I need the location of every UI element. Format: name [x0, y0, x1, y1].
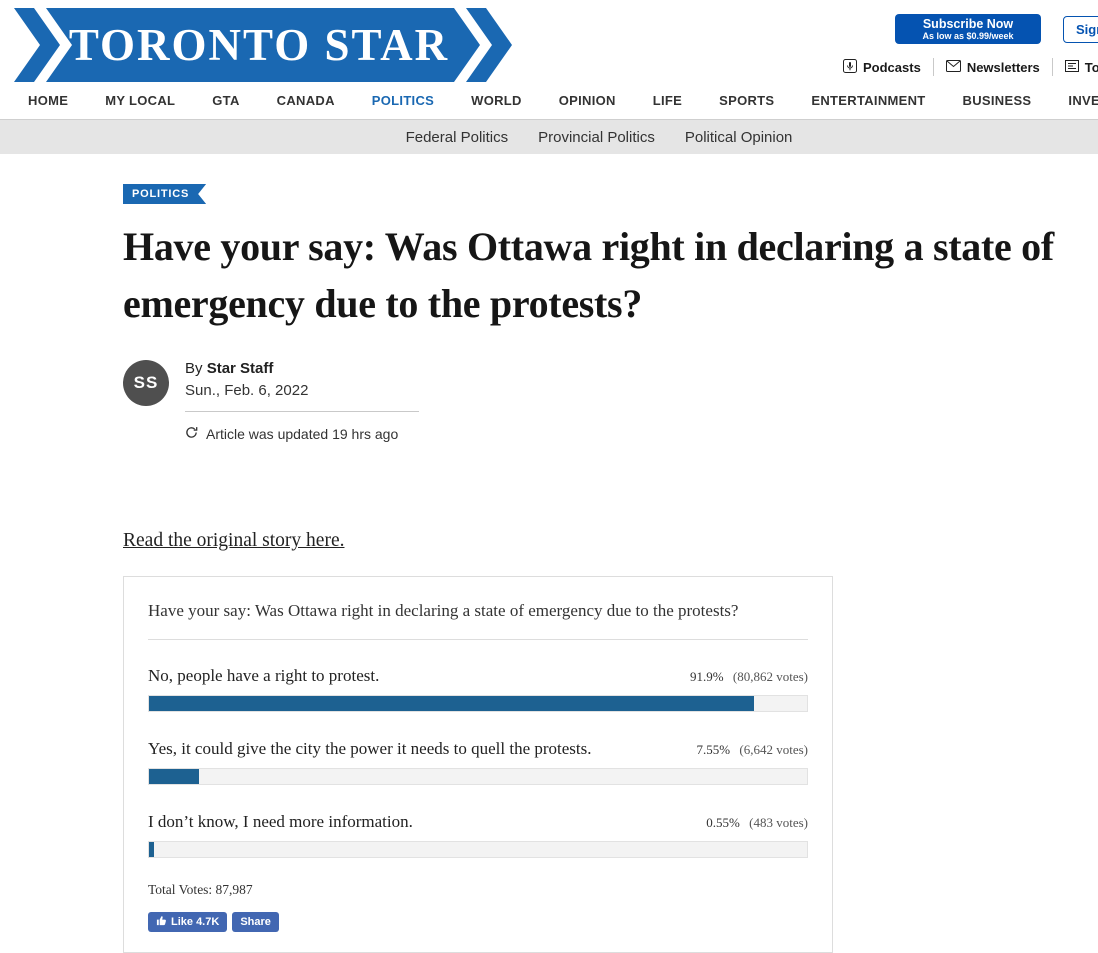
poll-option-label: Yes, it could give the city the power it…	[148, 739, 592, 758]
poll-bar-fill	[149, 696, 754, 711]
author-avatar: SS	[123, 360, 169, 406]
article-main: POLITICS Have your say: Was Ottawa right…	[0, 154, 1098, 953]
podcasts-label: Podcasts	[863, 59, 921, 75]
poll-option-pct: 91.9%	[690, 669, 724, 684]
page-title: Have your say: Was Ottawa right in decla…	[123, 224, 1054, 326]
subscribe-title: Subscribe Now	[922, 17, 1014, 31]
poll-divider	[148, 639, 808, 640]
politics-subnav: Federal Politics Provincial Politics Pol…	[0, 120, 1098, 154]
poll-widget: Have your say: Was Ottawa right in decla…	[123, 576, 833, 953]
poll-option: Yes, it could give the city the power it…	[148, 739, 808, 785]
poll-option-votes: (6,642 votes)	[739, 742, 808, 757]
podcast-icon	[843, 58, 857, 76]
nav-item-investigations[interactable]: INVESTIGATIONS	[1068, 93, 1098, 108]
poll-total-votes: Total Votes: 87,987	[148, 882, 253, 897]
subnav-item-political-opinion[interactable]: Political Opinion	[684, 128, 793, 146]
nav-item-my-local[interactable]: MY LOCAL	[105, 93, 176, 108]
envelope-icon	[945, 59, 961, 75]
facebook-share-button[interactable]: Share	[232, 912, 279, 932]
todays-paper-link[interactable]: Today's Paper	[1064, 59, 1098, 75]
byline-text: By Star Staff Sun., Feb. 6, 2022	[185, 360, 419, 412]
poll-bar-fill	[149, 842, 154, 857]
byline: SS By Star Staff Sun., Feb. 6, 2022	[123, 360, 1098, 412]
poll-question: Have your say: Was Ottawa right in decla…	[148, 601, 739, 620]
nav-item-home[interactable]: HOME	[28, 93, 69, 108]
facebook-like-label: Like 4.7K	[171, 916, 220, 928]
nav-item-business[interactable]: BUSINESS	[962, 93, 1032, 108]
nav-item-life[interactable]: LIFE	[652, 93, 683, 108]
subscribe-subtitle: As low as $0.99/week	[922, 31, 1014, 41]
nav-item-sports[interactable]: SPORTS	[719, 93, 775, 108]
poll-option-label: No, people have a right to protest.	[148, 666, 380, 685]
podcasts-link[interactable]: Podcasts	[843, 58, 921, 76]
main-nav: HOME MY LOCAL GTA CANADA POLITICS WORLD …	[0, 82, 1098, 120]
poll-option-pct: 7.55%	[696, 742, 731, 757]
poll-option-votes: (483 votes)	[749, 815, 808, 830]
updated-row: Article was updated 19 hrs ago	[185, 426, 1098, 442]
separator	[1051, 58, 1053, 76]
category-badge[interactable]: POLITICS	[123, 184, 206, 204]
poll-option: I don’t know, I need more information. 0…	[148, 812, 808, 858]
poll-option-stats: 0.55% (483 votes)	[706, 815, 808, 831]
nav-item-politics[interactable]: POLITICS	[371, 93, 435, 108]
utility-nav: Podcasts Newsletters Today's Paper	[843, 56, 1098, 78]
nav-item-world[interactable]: WORLD	[471, 93, 522, 108]
site-header: TORONTO STAR Subscribe Now As low as $0.…	[0, 0, 1098, 82]
sign-in-button[interactable]: Sign In	[1063, 16, 1098, 43]
logo-text: TORONTO STAR	[68, 20, 450, 70]
refresh-icon	[185, 426, 198, 442]
poll-bar-track	[148, 768, 808, 785]
facebook-buttons: Like 4.7K Share	[148, 912, 808, 932]
poll-option-stats: 91.9% (80,862 votes)	[690, 669, 808, 685]
poll-bar-track	[148, 841, 808, 858]
original-story-link[interactable]: Read the original story here.	[123, 530, 345, 551]
author-name: Star Staff	[206, 360, 274, 377]
article-date: Sun., Feb. 6, 2022	[185, 382, 309, 399]
poll-option-stats: 7.55% (6,642 votes)	[697, 742, 808, 758]
byline-prefix: By	[185, 360, 203, 377]
nav-item-opinion[interactable]: OPINION	[558, 93, 616, 108]
poll-option-pct: 0.55%	[706, 815, 740, 830]
nav-item-entertainment[interactable]: ENTERTAINMENT	[811, 93, 926, 108]
nav-item-canada[interactable]: CANADA	[276, 93, 335, 108]
todays-paper-label: Today's Paper	[1084, 59, 1098, 75]
facebook-like-button[interactable]: Like 4.7K	[148, 912, 228, 932]
separator	[932, 58, 934, 76]
newsletters-label: Newsletters	[966, 59, 1040, 75]
poll-bar-track	[148, 695, 808, 712]
newsletters-link[interactable]: Newsletters	[945, 59, 1040, 75]
masthead-logo[interactable]: TORONTO STAR	[8, 8, 520, 82]
poll-option: No, people have a right to protest. 91.9…	[148, 666, 808, 712]
poll-option-votes: (80,862 votes)	[732, 669, 808, 684]
updated-text: Article was updated 19 hrs ago	[206, 426, 399, 442]
poll-bar-fill	[149, 769, 199, 784]
poll-option-label: I don’t know, I need more information.	[148, 812, 413, 831]
thumbs-up-icon	[156, 915, 167, 929]
subscribe-button[interactable]: Subscribe Now As low as $0.99/week	[895, 14, 1041, 44]
subnav-item-federal-politics[interactable]: Federal Politics	[405, 128, 509, 146]
newspaper-icon	[1064, 59, 1079, 75]
nav-item-gta[interactable]: GTA	[212, 93, 240, 108]
subnav-item-provincial-politics[interactable]: Provincial Politics	[538, 128, 655, 146]
byline-author-line: By Star Staff	[185, 360, 419, 377]
